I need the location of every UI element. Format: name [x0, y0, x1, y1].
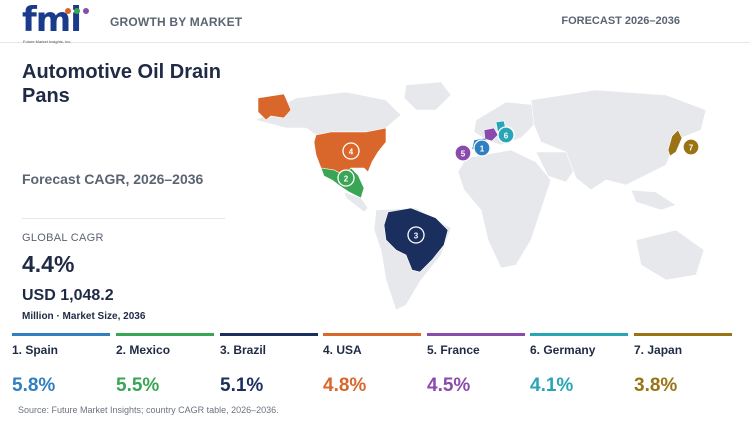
country-alaska	[257, 93, 292, 121]
country-name: 7. Japan	[634, 343, 683, 357]
country-card-japan: 7. Japan 3.8%	[634, 333, 732, 397]
country-card-usa: 4. USA 4.8%	[323, 333, 421, 397]
marker-japan: 7	[682, 138, 700, 156]
landmass-southeast-asia	[630, 189, 677, 211]
landmass-middle-east	[535, 151, 577, 183]
page-subtitle: Forecast CAGR, 2026–2036	[22, 171, 204, 187]
logo-dot-icon	[74, 8, 80, 14]
global-cagr-label: GLOBAL CAGR	[22, 232, 104, 244]
accent-line	[116, 333, 214, 336]
landmass-greenland	[403, 81, 452, 111]
fmi-logo[interactable]: fmi Future Market Insights, Inc.	[22, 0, 92, 44]
marker-usa: 4	[342, 142, 360, 160]
country-name: 5. France	[427, 343, 480, 357]
market-size-value: USD 1,048.2	[22, 287, 114, 304]
marker-germany: 6	[497, 126, 515, 144]
marker-mexico-number: 2	[344, 175, 349, 184]
country-cagr: 4.5%	[427, 375, 471, 396]
marker-japan-number: 7	[689, 144, 694, 153]
country-cagr: 3.8%	[634, 375, 678, 396]
logo-tagline: Future Market Insights, Inc.	[23, 39, 72, 44]
divider	[22, 218, 225, 219]
page-title: Automotive Oil Drain Pans	[22, 61, 221, 107]
country-france	[483, 127, 499, 142]
country-cagr: 4.8%	[323, 375, 367, 396]
landmass-group	[255, 81, 707, 311]
country-card-spain: 1. Spain 5.8%	[12, 333, 110, 397]
country-cagr: 4.1%	[530, 375, 574, 396]
country-name: 2. Mexico	[116, 343, 171, 357]
marker-usa-number: 4	[349, 148, 354, 157]
country-card-mexico: 2. Mexico 5.5%	[116, 333, 214, 397]
country-cagr: 5.5%	[116, 375, 160, 396]
forecast-label: FORECAST 2026–2036	[561, 15, 680, 27]
logo-dot-icon	[65, 8, 71, 14]
country-card-germany: 6. Germany 4.1%	[530, 333, 628, 397]
accent-line	[634, 333, 732, 336]
source-note: Source: Future Market Insights; country …	[18, 405, 279, 415]
landmass-australia	[635, 229, 705, 281]
country-name: 4. USA	[323, 343, 362, 357]
marker-spain-number: 1	[480, 145, 485, 154]
logo-dot-icon	[83, 8, 89, 14]
world-map: 4 2 3 1 5 6 7	[255, 81, 707, 311]
country-name: 6. Germany	[530, 343, 596, 357]
country-name: 3. Brazil	[220, 343, 267, 357]
section-label: GROWTH BY MARKET	[110, 15, 243, 29]
landmass-africa	[457, 149, 552, 269]
marker-germany-number: 6	[504, 132, 509, 141]
landmass-asia	[530, 89, 707, 191]
marker-mexico: 2	[337, 169, 355, 187]
country-card-brazil: 3. Brazil 5.1%	[220, 333, 318, 397]
country-cagr: 5.8%	[12, 375, 56, 396]
market-size-label: Million · Market Size, 2036	[22, 311, 146, 322]
global-cagr-value: 4.4%	[22, 251, 75, 277]
header-bar: fmi Future Market Insights, Inc. GROWTH …	[0, 0, 750, 44]
country-card-france: 5. France 4.5%	[427, 333, 525, 397]
country-japan	[667, 129, 683, 157]
marker-brazil: 3	[407, 226, 425, 244]
marker-spain: 1	[473, 139, 491, 157]
marker-france: 5	[454, 144, 472, 162]
accent-line	[220, 333, 318, 336]
marker-brazil-number: 3	[414, 232, 419, 241]
country-name: 1. Spain	[12, 343, 59, 357]
marker-france-number: 5	[461, 150, 466, 159]
accent-line	[323, 333, 421, 336]
logo-text: fmi	[22, 0, 82, 40]
accent-line	[12, 333, 110, 336]
country-cagr: 5.1%	[220, 375, 264, 396]
accent-line	[530, 333, 628, 336]
accent-line	[427, 333, 525, 336]
